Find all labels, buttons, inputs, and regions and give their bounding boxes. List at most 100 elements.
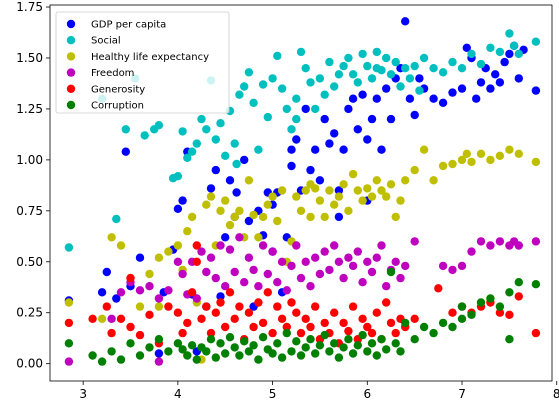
data-point <box>434 284 442 292</box>
x-tick-label: 8 <box>553 387 559 401</box>
data-point <box>368 339 376 347</box>
data-point <box>306 282 314 290</box>
data-point <box>335 192 343 200</box>
data-point <box>486 241 494 249</box>
data-point <box>496 152 504 160</box>
data-point <box>439 99 447 107</box>
data-point <box>297 351 305 359</box>
data-point <box>325 139 333 147</box>
data-point <box>302 64 310 72</box>
data-point <box>477 60 485 68</box>
legend-label: Corruption <box>91 101 144 112</box>
data-point <box>164 347 172 355</box>
data-point <box>358 91 366 99</box>
data-point <box>515 50 523 58</box>
data-point <box>354 125 362 133</box>
data-point <box>188 213 196 221</box>
data-point <box>254 282 262 290</box>
data-point <box>415 86 423 94</box>
data-point <box>392 58 400 66</box>
legend-label: Generosity <box>91 84 145 95</box>
data-point <box>429 329 437 337</box>
data-point <box>358 196 366 204</box>
data-point <box>273 278 281 286</box>
data-point <box>472 95 480 103</box>
data-point <box>188 341 196 349</box>
data-point <box>505 311 513 319</box>
data-point <box>401 176 409 184</box>
data-point <box>349 95 357 103</box>
data-point <box>141 131 149 139</box>
data-point <box>339 319 347 327</box>
data-point <box>491 70 499 78</box>
data-point <box>373 64 381 72</box>
data-point <box>532 237 540 245</box>
data-point <box>193 139 201 147</box>
data-point <box>98 288 106 296</box>
data-point <box>335 213 343 221</box>
y-tick-label: 0.25 <box>16 306 43 320</box>
data-point <box>245 254 253 262</box>
data-point <box>373 48 381 56</box>
data-point <box>448 323 456 331</box>
data-point <box>292 115 300 123</box>
data-point <box>316 176 324 184</box>
data-point <box>231 315 239 323</box>
data-point <box>164 302 172 310</box>
data-point <box>316 196 324 204</box>
data-point <box>212 353 220 361</box>
data-point <box>515 292 523 300</box>
data-point <box>392 329 400 337</box>
y-tick-label: 1.75 <box>16 0 43 14</box>
data-point <box>193 258 201 266</box>
data-point <box>377 146 385 154</box>
data-point <box>496 302 504 310</box>
data-point <box>321 319 329 327</box>
data-point <box>321 247 329 255</box>
x-tick-label: 7 <box>458 387 466 401</box>
data-point <box>467 311 475 319</box>
data-point <box>117 288 125 296</box>
data-point <box>363 347 371 355</box>
data-point <box>226 176 234 184</box>
data-point <box>174 241 182 249</box>
data-point <box>254 146 262 154</box>
data-point <box>354 341 362 349</box>
data-point <box>212 135 220 143</box>
data-point <box>325 186 333 194</box>
data-point <box>363 258 371 266</box>
data-point <box>420 323 428 331</box>
data-point <box>283 329 291 337</box>
data-point <box>259 319 267 327</box>
data-point <box>155 357 163 365</box>
data-point <box>297 48 305 56</box>
data-point <box>515 278 523 286</box>
data-point <box>515 74 523 82</box>
data-point <box>311 105 319 113</box>
data-point <box>202 302 210 310</box>
data-point <box>467 50 475 58</box>
data-point <box>330 82 338 90</box>
data-point <box>216 241 224 249</box>
data-point <box>448 88 456 96</box>
data-point <box>235 207 243 215</box>
data-point <box>411 315 419 323</box>
data-point <box>349 349 357 357</box>
data-point <box>145 343 153 351</box>
data-point <box>387 115 395 123</box>
data-point <box>117 355 125 363</box>
data-point <box>292 95 300 103</box>
data-point <box>321 91 329 99</box>
data-point <box>406 95 414 103</box>
data-point <box>321 213 329 221</box>
data-point <box>264 288 272 296</box>
data-point <box>221 323 229 331</box>
data-point <box>382 282 390 290</box>
y-tick-label: 1.00 <box>16 153 43 167</box>
data-point <box>212 309 220 317</box>
data-point <box>264 270 272 278</box>
data-point <box>107 329 115 337</box>
data-point <box>477 150 485 158</box>
data-point <box>226 288 234 296</box>
data-point <box>254 298 262 306</box>
